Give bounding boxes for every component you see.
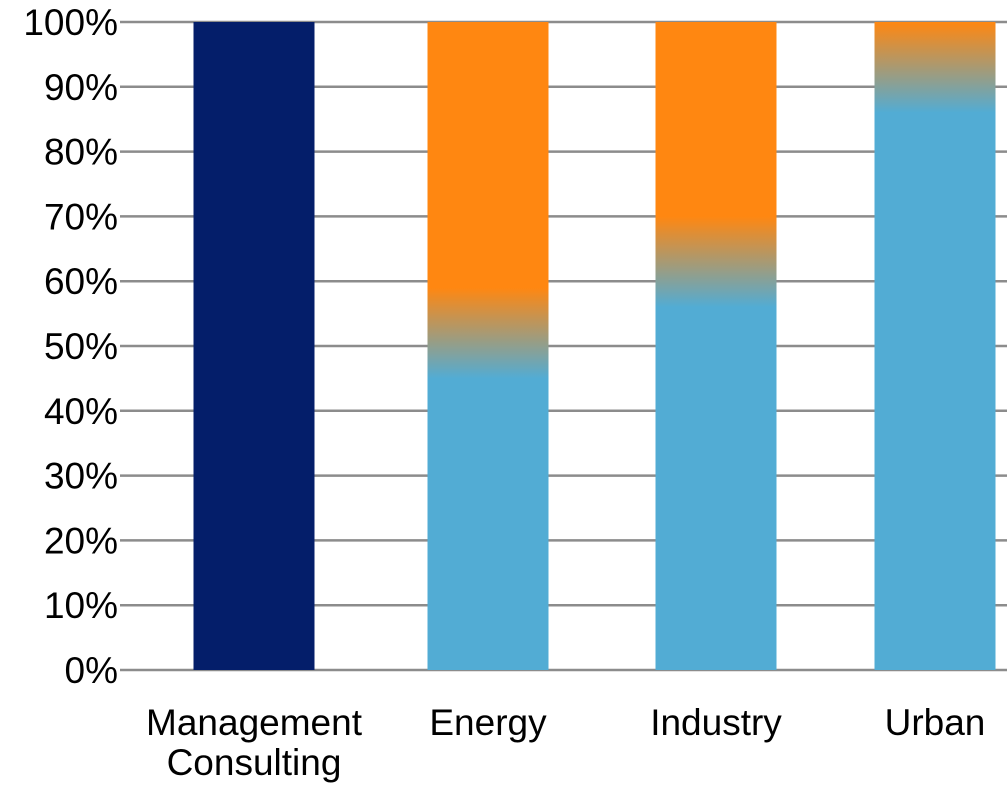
y-tick-label: 10%: [44, 585, 118, 626]
y-tick-label: 0%: [65, 650, 118, 691]
bar: [193, 22, 315, 670]
bars: [193, 22, 996, 670]
y-tick-label: 30%: [44, 456, 118, 497]
x-tick-label: Consulting: [167, 742, 342, 783]
y-tick-label: 80%: [44, 132, 118, 173]
y-tick-label: 40%: [44, 391, 118, 432]
x-tick-label: Energy: [429, 702, 547, 743]
y-tick-label: 20%: [44, 520, 118, 561]
bar: [655, 22, 777, 670]
x-tick-label: Industry: [650, 702, 782, 743]
y-tick-label: 50%: [44, 326, 118, 367]
y-axis-tick-labels: 0% 10% 20% 30% 40% 50% 60% 70% 80% 90% 100%: [23, 2, 118, 691]
bar: [874, 22, 996, 670]
bar: [427, 22, 549, 670]
y-tick-label: 100%: [23, 2, 118, 43]
y-tick-label: 60%: [44, 261, 118, 302]
x-tick-label: Urban: [885, 702, 986, 743]
y-tick-label: 90%: [44, 67, 118, 108]
x-tick-label: Management: [146, 702, 363, 743]
y-tick-label: 70%: [44, 196, 118, 237]
